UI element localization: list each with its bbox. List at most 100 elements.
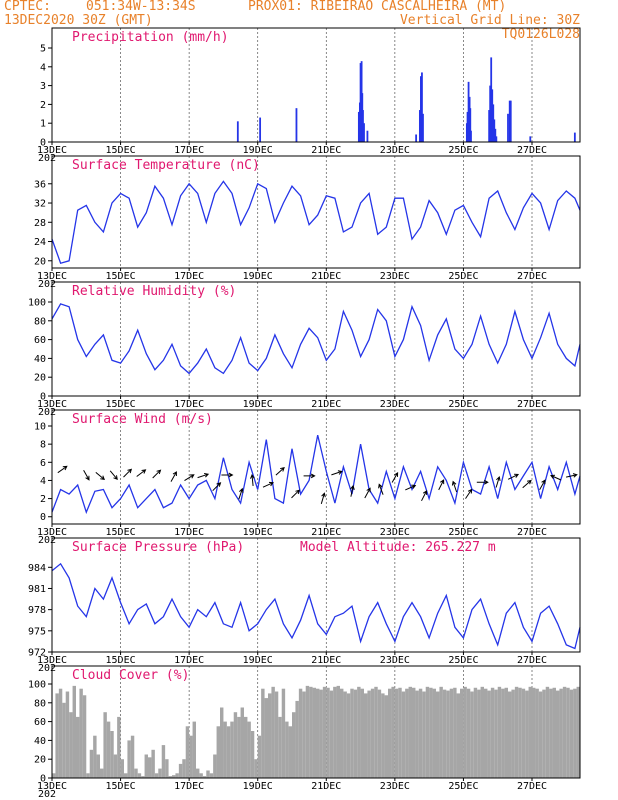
cloud-bar bbox=[497, 686, 502, 778]
cloud-bar bbox=[113, 754, 118, 778]
precipitation-bar bbox=[295, 108, 298, 142]
wind-arrow bbox=[184, 474, 195, 482]
wind-title: Surface Wind (m/s) bbox=[72, 412, 213, 427]
humidity-ytick-label: 60 bbox=[34, 335, 46, 346]
cloud-ytick-label: 40 bbox=[34, 736, 46, 747]
wind-arrow bbox=[95, 472, 105, 481]
precipitation-xtick-label: 23DEC bbox=[380, 145, 410, 156]
cloud-bar bbox=[487, 690, 491, 778]
pressure-ytick-label: 981 bbox=[28, 584, 46, 595]
precipitation-bar bbox=[495, 136, 498, 142]
cloud-bar bbox=[271, 686, 275, 778]
precipitation-bar bbox=[491, 89, 494, 142]
cloud-bar bbox=[268, 693, 272, 778]
cloud-bar bbox=[257, 735, 262, 778]
wind-arrow bbox=[465, 488, 473, 499]
cloud-bar bbox=[117, 716, 121, 778]
wind-arrow bbox=[123, 468, 133, 478]
cloud-bar bbox=[501, 688, 505, 778]
humidity-ytick-label: 20 bbox=[34, 373, 46, 384]
precipitation-bar bbox=[507, 113, 509, 142]
cloud-bar bbox=[165, 759, 169, 778]
precipitation-bar bbox=[422, 113, 424, 142]
cloud-bar bbox=[415, 690, 419, 778]
cloud-ytick-label: 20 bbox=[34, 755, 46, 766]
precipitation-bar bbox=[363, 123, 365, 142]
cloud-bar bbox=[130, 735, 135, 778]
cloud-bar bbox=[494, 689, 498, 778]
temperature-xtick-label: 19DEC bbox=[243, 271, 273, 282]
cloud-bar bbox=[405, 688, 409, 778]
wind-arrow bbox=[109, 470, 118, 480]
pressure-xtick-label: 13DEC bbox=[37, 655, 67, 666]
header-code: TQ0126L028 bbox=[502, 27, 580, 42]
pressure-xtick-label: 27DEC bbox=[517, 655, 547, 666]
cloud-bar bbox=[144, 754, 148, 778]
precipitation-xtick-label: 15DEC bbox=[106, 145, 136, 156]
cloud-bar bbox=[134, 768, 138, 778]
wind-arrow bbox=[152, 469, 162, 479]
cloud-bar bbox=[55, 693, 59, 778]
precipitation-ytick-label: 2 bbox=[40, 100, 46, 111]
precipitation-bar bbox=[508, 100, 511, 142]
cloud-bar bbox=[295, 700, 299, 778]
humidity-xtick-label: 21DEC bbox=[311, 399, 341, 410]
cloud-bar bbox=[346, 693, 351, 778]
cloud-bar bbox=[250, 731, 255, 778]
pressure-panel: 972 975 978 981 984 13DEC 15DEC 17DEC 19DEC 21DEC… bbox=[28, 537, 581, 674]
wind-arrow bbox=[539, 479, 546, 491]
cloud-bar bbox=[247, 721, 251, 778]
wind-arrow bbox=[221, 472, 234, 478]
pressure-xtick-label: 23DEC bbox=[380, 655, 410, 666]
cloud-bar bbox=[473, 687, 478, 778]
humidity-frame bbox=[51, 281, 581, 397]
header-location: 051:34W-13:34S bbox=[86, 0, 196, 14]
humidity-xtick-label: 19DEC bbox=[243, 399, 273, 410]
cloud-bar bbox=[58, 688, 63, 778]
cloud-bar bbox=[274, 691, 279, 778]
wind-arrow bbox=[391, 471, 399, 483]
precipitation-bar bbox=[420, 76, 422, 142]
pressure-xtick-label: 21DEC bbox=[311, 655, 341, 666]
cloud-bar bbox=[223, 721, 227, 778]
cloud-bar bbox=[292, 712, 296, 778]
wind-panel: 0 2 4 6 8 10 13DEC 15DEC 17DEC 19DEC 21DEC 23DEC 25D… bbox=[34, 409, 581, 546]
pressure-ytick-label: 984 bbox=[28, 563, 46, 574]
cloud-bar bbox=[213, 754, 217, 778]
cloud-bar bbox=[340, 688, 344, 778]
pressure-annotation: Model Altitude: 265.227 m bbox=[300, 540, 496, 555]
cloud-bar bbox=[538, 691, 543, 778]
cloud-xtick-label: 15DEC bbox=[106, 781, 136, 792]
cloud-bar bbox=[514, 686, 519, 778]
cloud-bar bbox=[381, 693, 385, 778]
humidity-xtick-label: 13DEC bbox=[37, 399, 67, 410]
wind-xtick-label: 27DEC bbox=[517, 527, 547, 538]
wind-ytick-label: 10 bbox=[34, 422, 46, 433]
cloud-bar bbox=[154, 773, 159, 778]
cloud-xtick-label: 19DEC bbox=[243, 781, 273, 792]
wind-arrow bbox=[451, 480, 458, 493]
precipitation-bar bbox=[493, 119, 496, 142]
precipitation-xtick-label: 21DEC bbox=[311, 145, 341, 156]
precipitation-year-label: 202 bbox=[38, 153, 56, 164]
precipitation-bar bbox=[236, 121, 239, 142]
wind-arrow bbox=[350, 484, 355, 497]
cloud-bar bbox=[202, 776, 207, 778]
precipitation-bar bbox=[488, 110, 491, 142]
temperature-line bbox=[51, 180, 581, 264]
wind-arrow bbox=[495, 476, 501, 488]
wind-xtick-label: 13DEC bbox=[37, 527, 67, 538]
cloud-bar bbox=[261, 688, 265, 778]
cloud-bar bbox=[343, 691, 347, 778]
humidity-line bbox=[51, 303, 581, 375]
cloud-bar bbox=[226, 726, 231, 778]
precipitation-bar bbox=[469, 108, 472, 142]
wind-ytick-label: 2 bbox=[40, 494, 46, 505]
cloud-bar bbox=[230, 721, 234, 778]
cloud-bar bbox=[490, 687, 495, 778]
wind-arrow bbox=[565, 473, 578, 478]
cloud-bar bbox=[281, 688, 286, 778]
cloud-xtick-label: 13DEC bbox=[37, 781, 67, 792]
cloud-bar bbox=[244, 716, 248, 778]
humidity-year-label: 202 bbox=[38, 407, 56, 418]
